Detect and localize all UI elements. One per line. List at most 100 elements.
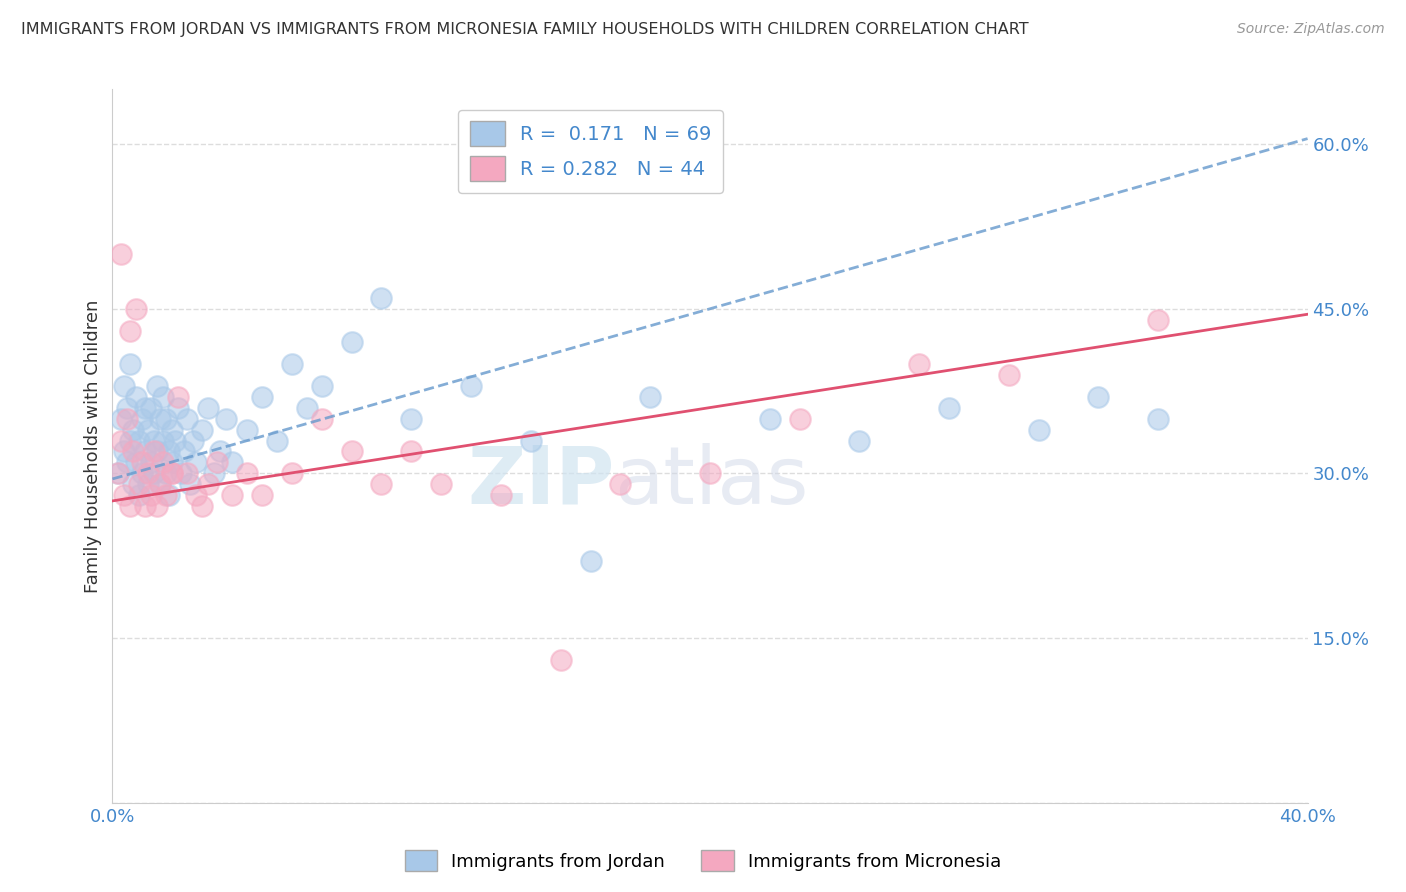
Point: [143, 444, 166, 458]
Point: [520, 434, 543, 448]
Point: [908, 357, 931, 371]
Point: [114, 488, 135, 502]
Point: [128, 477, 150, 491]
Point: [110, 247, 132, 261]
Point: [155, 467, 177, 481]
Point: [209, 444, 232, 458]
Point: [120, 500, 142, 514]
Point: [401, 444, 423, 458]
Point: [401, 411, 423, 425]
Point: [122, 444, 145, 458]
Point: [134, 500, 156, 514]
Point: [699, 467, 721, 481]
Point: [131, 411, 153, 425]
Point: [205, 455, 228, 469]
Point: [157, 444, 180, 458]
Point: [167, 390, 190, 404]
Text: ZIP: ZIP: [467, 442, 614, 521]
Point: [550, 653, 572, 667]
Point: [149, 477, 172, 491]
Point: [938, 401, 960, 415]
Point: [110, 411, 132, 425]
Point: [141, 401, 163, 415]
Point: [131, 467, 153, 481]
Point: [128, 488, 150, 502]
Point: [176, 467, 198, 481]
Point: [134, 401, 156, 415]
Point: [141, 488, 163, 502]
Point: [167, 401, 190, 415]
Point: [125, 390, 148, 404]
Text: IMMIGRANTS FROM JORDAN VS IMMIGRANTS FROM MICRONESIA FAMILY HOUSEHOLDS WITH CHIL: IMMIGRANTS FROM JORDAN VS IMMIGRANTS FRO…: [21, 22, 1029, 37]
Point: [181, 434, 204, 448]
Point: [155, 488, 177, 502]
Point: [789, 411, 811, 425]
Point: [197, 477, 219, 491]
Point: [143, 467, 166, 481]
Point: [489, 488, 512, 502]
Point: [311, 378, 333, 392]
Point: [117, 401, 139, 415]
Point: [149, 477, 172, 491]
Point: [311, 411, 333, 425]
Point: [640, 390, 662, 404]
Point: [146, 500, 169, 514]
Point: [141, 455, 163, 469]
Point: [122, 477, 145, 491]
Point: [107, 467, 129, 481]
Point: [250, 390, 273, 404]
Point: [120, 434, 142, 448]
Point: [221, 455, 243, 469]
Point: [117, 411, 139, 425]
Point: [157, 488, 180, 502]
Point: [107, 467, 129, 481]
Text: atlas: atlas: [614, 442, 808, 521]
Point: [848, 434, 870, 448]
Point: [155, 411, 177, 425]
Point: [197, 401, 219, 415]
Point: [125, 301, 148, 316]
Point: [173, 444, 195, 458]
Point: [460, 378, 482, 392]
Point: [110, 434, 132, 448]
Point: [221, 488, 243, 502]
Point: [120, 357, 142, 371]
Point: [1147, 312, 1170, 326]
Point: [176, 411, 198, 425]
Point: [370, 291, 392, 305]
Point: [162, 423, 183, 437]
Point: [186, 488, 208, 502]
Point: [1147, 411, 1170, 425]
Point: [202, 467, 225, 481]
Point: [152, 434, 174, 448]
Point: [152, 390, 174, 404]
Point: [236, 467, 259, 481]
Legend: Immigrants from Jordan, Immigrants from Micronesia: Immigrants from Jordan, Immigrants from …: [398, 843, 1008, 879]
Point: [131, 455, 153, 469]
Point: [146, 444, 169, 458]
Point: [340, 334, 363, 349]
Point: [114, 378, 135, 392]
Point: [149, 411, 172, 425]
Point: [146, 378, 169, 392]
Point: [430, 477, 453, 491]
Point: [114, 444, 135, 458]
Point: [138, 477, 160, 491]
Point: [191, 500, 214, 514]
Point: [266, 434, 288, 448]
Point: [250, 488, 273, 502]
Point: [120, 324, 142, 338]
Point: [125, 455, 148, 469]
Point: [162, 455, 183, 469]
Point: [134, 444, 156, 458]
Y-axis label: Family Households with Children: Family Households with Children: [84, 300, 103, 592]
Point: [340, 444, 363, 458]
Point: [122, 423, 145, 437]
Point: [138, 423, 160, 437]
Point: [295, 401, 318, 415]
Point: [138, 467, 160, 481]
Point: [998, 368, 1021, 382]
Point: [179, 477, 201, 491]
Point: [191, 423, 214, 437]
Point: [609, 477, 631, 491]
